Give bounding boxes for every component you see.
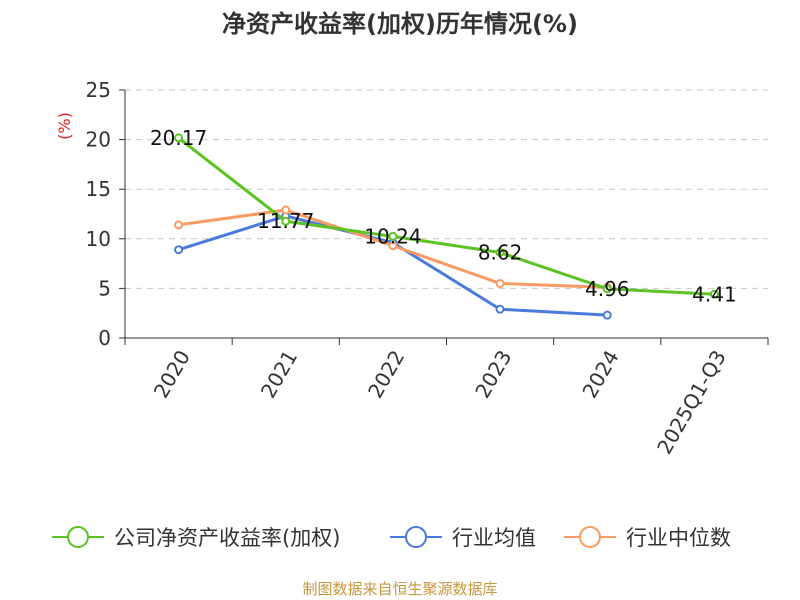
data-label: 10.24	[364, 224, 421, 248]
data-label: 4.41	[692, 282, 737, 306]
x-tick-label: 2023	[470, 346, 516, 402]
legend-item[interactable]: 行业均值	[390, 526, 536, 550]
data-label: 20.17	[150, 126, 207, 150]
data-point	[495, 278, 505, 288]
x-tick-label: 2022	[363, 346, 409, 402]
data-label: 8.62	[478, 240, 523, 264]
data-point	[602, 310, 612, 320]
data-point	[709, 289, 719, 299]
series-group	[174, 133, 719, 320]
y-tick-label: 20	[86, 128, 111, 152]
x-tick-label: 2021	[256, 346, 302, 402]
data-point	[281, 205, 291, 215]
y-tick-label: 15	[86, 177, 111, 201]
data-point	[281, 216, 291, 226]
data-point	[388, 241, 398, 251]
legend-swatch-marker	[405, 526, 427, 548]
data-point	[174, 245, 184, 255]
data-point	[388, 231, 398, 241]
data-label: 4.96	[585, 277, 630, 301]
x-tick-label: 2024	[577, 346, 623, 402]
y-tick-label: 0	[98, 326, 111, 350]
gridlines	[125, 89, 768, 289]
y-tick-label: 25	[86, 78, 111, 102]
y-axis-label: (%)	[55, 112, 74, 140]
legend-label: 公司净资产收益率(加权)	[114, 526, 340, 550]
legend-label: 行业中位数	[626, 526, 731, 550]
y-tick-label: 5	[98, 276, 111, 300]
data-labels: 20.17 11.77 10.24 8.62 4.96 4.41	[150, 126, 737, 306]
data-point	[495, 304, 505, 314]
data-point	[495, 247, 505, 257]
legend-swatch-marker	[67, 526, 89, 548]
legend-item[interactable]: 行业中位数	[564, 526, 731, 550]
data-point	[602, 284, 612, 294]
data-point	[174, 220, 184, 230]
chart-title: 净资产收益率(加权)历年情况(%)	[222, 10, 578, 38]
legend-item[interactable]: 公司净资产收益率(加权)	[52, 526, 340, 550]
legend-swatch-marker	[579, 526, 601, 548]
x-tick-label: 2025Q1-Q3	[652, 346, 731, 458]
y-tick-label: 10	[86, 227, 111, 251]
source-note: 制图数据来自恒生聚源数据库	[302, 580, 497, 598]
legend[interactable]: 公司净资产收益率(加权) 行业均值 行业中位数	[52, 526, 731, 550]
series-line	[177, 136, 715, 296]
data-label: 11.77	[257, 209, 314, 233]
x-tick-label: 2020	[149, 346, 195, 402]
data-point	[174, 133, 184, 143]
legend-label: 行业均值	[452, 526, 536, 550]
